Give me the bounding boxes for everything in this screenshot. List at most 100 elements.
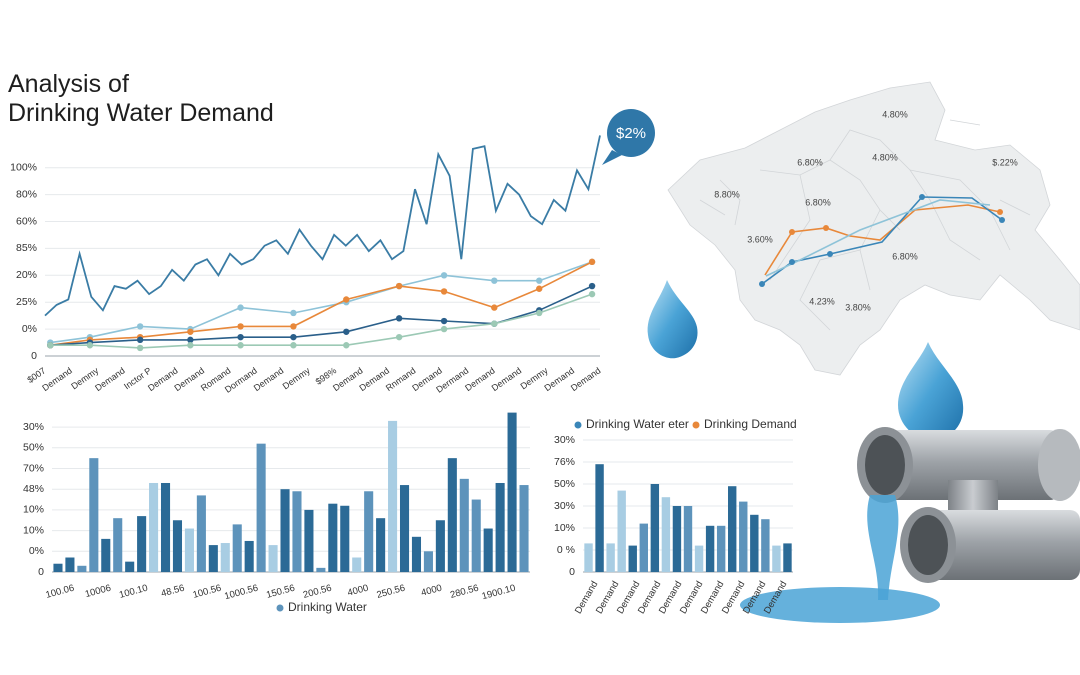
legend-label: Drinking Demand [704, 417, 797, 431]
y-tick-label: 10% [554, 522, 575, 534]
bar [292, 491, 302, 572]
line-point [343, 328, 350, 335]
bar [750, 514, 759, 572]
bar [340, 505, 350, 572]
bar [507, 412, 517, 572]
x-tick-label: 4000 [346, 583, 369, 599]
water-drop [647, 280, 698, 359]
callout: $2% [602, 109, 655, 165]
bar [113, 518, 123, 572]
x-tick-label: Demand [490, 365, 524, 393]
bar [172, 520, 183, 572]
legend-swatch [574, 421, 582, 429]
x-tick-label: 10006 [84, 583, 112, 600]
bar [77, 565, 87, 572]
y-tick-label: 30% [23, 421, 44, 433]
y-tick-label: 85% [16, 242, 37, 254]
line-point [536, 285, 543, 292]
line-point [440, 288, 448, 295]
y-tick-label: 70% [23, 462, 44, 474]
map-label: 8.80% [714, 189, 740, 199]
line-point [588, 258, 596, 266]
line-point [47, 342, 54, 349]
bar [761, 519, 770, 572]
line-point [237, 333, 244, 341]
bar [672, 506, 682, 572]
line-point [343, 342, 350, 349]
map-label: 4.80% [882, 109, 908, 119]
x-tick-label: Demand [93, 365, 127, 393]
legend-swatch [276, 604, 284, 612]
line-point [290, 333, 297, 341]
line-series [50, 261, 593, 344]
x-tick-label: 100.06 [45, 583, 76, 601]
bar [316, 567, 326, 572]
map-label: 4.80% [872, 152, 898, 162]
bar [495, 482, 505, 572]
bar [220, 543, 230, 572]
bar [376, 518, 386, 572]
bar [149, 482, 159, 572]
bar [280, 489, 290, 572]
y-tick-label: 80% [16, 188, 37, 200]
line-point [395, 333, 403, 341]
line-point [136, 323, 144, 330]
line-point [440, 325, 448, 333]
bar [683, 506, 693, 572]
line-point [536, 277, 543, 284]
line-point [491, 320, 498, 327]
map-routes [759, 194, 1005, 287]
bar [411, 536, 422, 572]
callout-label: $2% [616, 125, 646, 142]
y-tick-label: 20% [16, 269, 37, 281]
water-drop [898, 342, 964, 440]
y-tick-label: 30% [554, 434, 575, 446]
map-label: 6.80% [797, 157, 823, 167]
pipe [740, 427, 1080, 623]
bar [694, 545, 704, 572]
y-tick-label: 48% [23, 483, 44, 495]
line-point [536, 309, 543, 317]
line-point [136, 336, 144, 344]
bar [606, 543, 615, 572]
bar [772, 545, 781, 572]
bar [256, 443, 266, 572]
line-point [187, 328, 194, 335]
y-tick-label: 0 [38, 566, 44, 578]
bar [208, 545, 218, 572]
bar [364, 491, 374, 572]
x-tick-label: 280.56 [449, 583, 480, 601]
line-series [44, 135, 601, 317]
line-point [237, 342, 244, 349]
bar [89, 458, 99, 572]
map [667, 81, 1080, 376]
y-tick-label: 30% [554, 500, 575, 512]
bar [447, 458, 457, 572]
bar [628, 545, 637, 572]
bar [716, 525, 726, 572]
bar [268, 545, 278, 572]
y-tick-label: 10% [23, 504, 44, 516]
x-tick-label: 100.56 [192, 583, 223, 601]
title-line: Analysis of [8, 70, 129, 98]
line-point [491, 277, 498, 284]
bar [328, 503, 338, 572]
bar [617, 490, 626, 572]
x-tick-label: 150.56 [265, 583, 296, 601]
y-tick-label: 0% [29, 545, 44, 557]
line-point [86, 342, 94, 349]
bar [595, 464, 604, 572]
line-point [290, 323, 297, 330]
line-point [343, 296, 350, 303]
map-label: $.22% [992, 157, 1018, 167]
line-point [440, 272, 448, 279]
x-tick-label: Demand [569, 365, 603, 393]
line-point [237, 304, 244, 311]
bar [160, 482, 171, 572]
bar [53, 563, 63, 572]
line-point [290, 342, 297, 349]
bar [650, 484, 660, 572]
line-series [50, 285, 593, 346]
x-tick-label: 1900.10 [481, 583, 517, 603]
